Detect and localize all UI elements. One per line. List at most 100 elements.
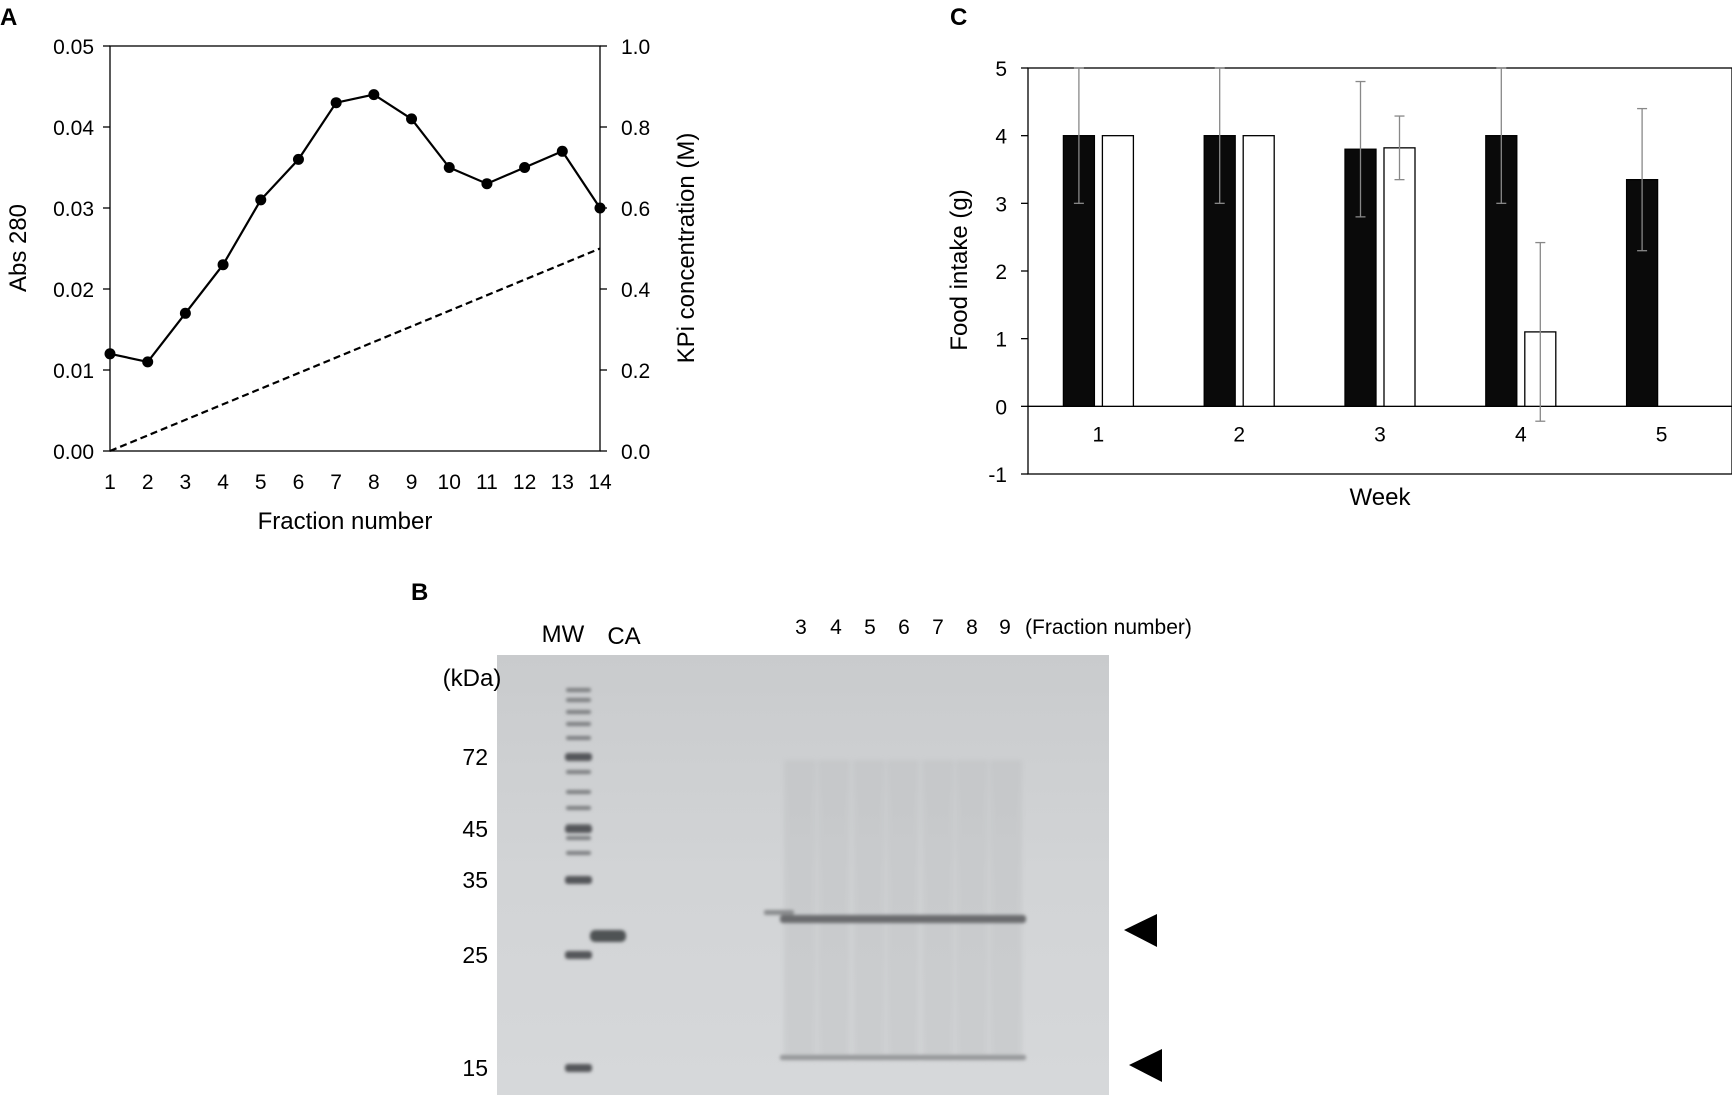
panel-a-data-point [292, 153, 304, 165]
gel-arrowhead-lower [1129, 1049, 1162, 1082]
gel-mw-marker-band [565, 876, 592, 884]
panel-c-y-tick-label: 3 [995, 193, 1007, 216]
gel-mw-marker-band [565, 951, 592, 959]
gel-lane-streak [922, 760, 954, 1060]
panel-a-y2-tick-label: 1.0 [621, 36, 650, 59]
panel-c-x-tick-label: 2 [1233, 423, 1245, 446]
panel-a-x-tick-label: 12 [513, 471, 536, 494]
panel-a-y-tick-label: 0.01 [53, 360, 94, 383]
gel-fraction-lane-label: 6 [898, 616, 910, 639]
panel-a-y2-tick-label: 0.2 [621, 360, 650, 383]
panel-a-y2-tick-label: 0.8 [621, 117, 650, 140]
gel-mw-marker-band [565, 1064, 592, 1072]
gel-mw-marker-label: 45 [462, 816, 488, 842]
gel-mw-ladder-band [566, 688, 591, 692]
panel-a-data-point [330, 97, 342, 109]
panel-c-x-tick-label: 5 [1656, 423, 1668, 446]
gel-mw-ladder-band [566, 698, 591, 702]
panel-a-x-tick-label: 4 [217, 471, 229, 494]
gel-fraction-lane-label: 4 [830, 616, 842, 639]
gel-mw-ladder-band [566, 722, 591, 726]
gel-band-lower [814, 1055, 854, 1060]
panel-a-x-tick-label: 8 [368, 471, 380, 494]
panel-a-y-tick-label: 0.02 [53, 279, 94, 302]
panel-a-x-tick-label: 1 [104, 471, 116, 494]
panel-a-y-tick-label: 0.00 [53, 441, 94, 464]
gel-fraction-lane-label: 8 [966, 616, 978, 639]
gel-mw-ladder-band [566, 790, 591, 794]
panel-a-y-axis-label: Abs 280 [5, 204, 32, 292]
panel-a-data-point [481, 178, 493, 190]
gel-lane-streak [818, 760, 850, 1060]
gel-mw-marker-band [565, 753, 592, 761]
gel-mw-marker-band [565, 825, 592, 833]
panel-a-x-tick-label: 10 [438, 471, 461, 494]
gel-mw-ladder-band [566, 710, 591, 714]
gel-arrowhead-upper [1124, 914, 1157, 947]
panel-c-y-tick-label: -1 [988, 464, 1007, 487]
gel-band-lower [986, 1055, 1026, 1060]
panel-a-kpi-dashed-line [109, 247, 601, 453]
gel-band-lower [952, 1055, 992, 1060]
gel-band-lower [780, 1055, 820, 1060]
gel-band-upper [849, 915, 889, 923]
panel-a-label: A [0, 4, 17, 31]
gel-band-lower [849, 1055, 889, 1060]
panel-a-line-chart: 0.00 0.01 0.02 0.03 0.04 0.05 0.0 0.2 0.4 0.6 0.8… [5, 36, 700, 535]
gel-fraction-lane-label: 9 [999, 616, 1011, 639]
panel-a-x-axis-label: Fraction number [258, 508, 433, 535]
gel-lane-streak [990, 760, 1022, 1060]
panel-a-y-tick-label: 0.04 [53, 117, 94, 140]
panel-a-y2-axis-label: KPi concentration (M) [673, 133, 700, 364]
panel-a-data-point [556, 145, 568, 157]
gel-mw-marker-label: 15 [462, 1055, 488, 1081]
gel-mw-marker-label: 35 [462, 867, 488, 893]
panel-a-x-tick-label: 6 [293, 471, 305, 494]
panel-a-data-point [104, 348, 116, 360]
panel-c-y-tick-label: 0 [995, 396, 1007, 419]
panel-b-label: B [411, 579, 428, 606]
panel-a-x-tick-label: 9 [406, 471, 418, 494]
gel-mw-ladder-band [566, 851, 591, 855]
gel-lane-label-ca: CA [607, 623, 640, 650]
gel-mw-ladder-band [566, 736, 591, 740]
panel-c-label: C [950, 4, 967, 31]
panel-c-y-tick-label: 1 [995, 329, 1007, 352]
gel-lane-streak [956, 760, 988, 1060]
panel-a-data-point [217, 259, 229, 271]
panel-c-x-tick-label: 4 [1515, 423, 1527, 446]
panel-a-x-tick-label: 11 [476, 471, 498, 494]
gel-fraction-lane-label: 3 [795, 616, 807, 639]
panel-a-y2-tick-label: 0.0 [621, 441, 650, 464]
panel-a-data-point [368, 89, 380, 101]
gel-band-faint [764, 910, 794, 915]
panel-a-x-tick-label: 14 [588, 471, 612, 494]
panel-c-x-axis-label: Week [1350, 484, 1412, 511]
panel-c-y-tick-label: 4 [995, 126, 1007, 149]
gel-lane-streak [853, 760, 885, 1060]
panel-a-abs-line [109, 93, 601, 364]
panel-a-y-tick-label: 0.05 [53, 36, 94, 59]
panel-a-data-point [443, 162, 455, 173]
gel-mw-marker-label: 25 [462, 942, 488, 968]
panel-c-x-tick-label: 1 [1093, 423, 1105, 446]
panel-a-x-tick-label: 13 [551, 471, 574, 494]
gel-band-upper [918, 915, 958, 923]
gel-mw-ladder-band [566, 836, 591, 840]
panel-a-data-point [255, 194, 267, 206]
panel-a-data-point [142, 356, 154, 368]
panel-a-y2-tick-label: 0.6 [621, 198, 650, 221]
gel-band-lower [918, 1055, 958, 1060]
gel-lane-label-mw: MW [542, 621, 585, 648]
gel-band-upper [952, 915, 992, 923]
gel-ca-band [590, 930, 626, 942]
panel-c-bar [1242, 135, 1275, 407]
panel-c-bar [1101, 135, 1135, 407]
gel-band-upper [883, 915, 923, 923]
panel-c-y-tick-label: 5 [995, 58, 1007, 81]
gel-fraction-caption: (Fraction number) [1025, 616, 1192, 639]
gel-band-upper [986, 915, 1026, 923]
panel-c-y-axis-label: Food intake (g) [946, 189, 973, 350]
panel-a-x-tick-label: 2 [142, 471, 154, 494]
